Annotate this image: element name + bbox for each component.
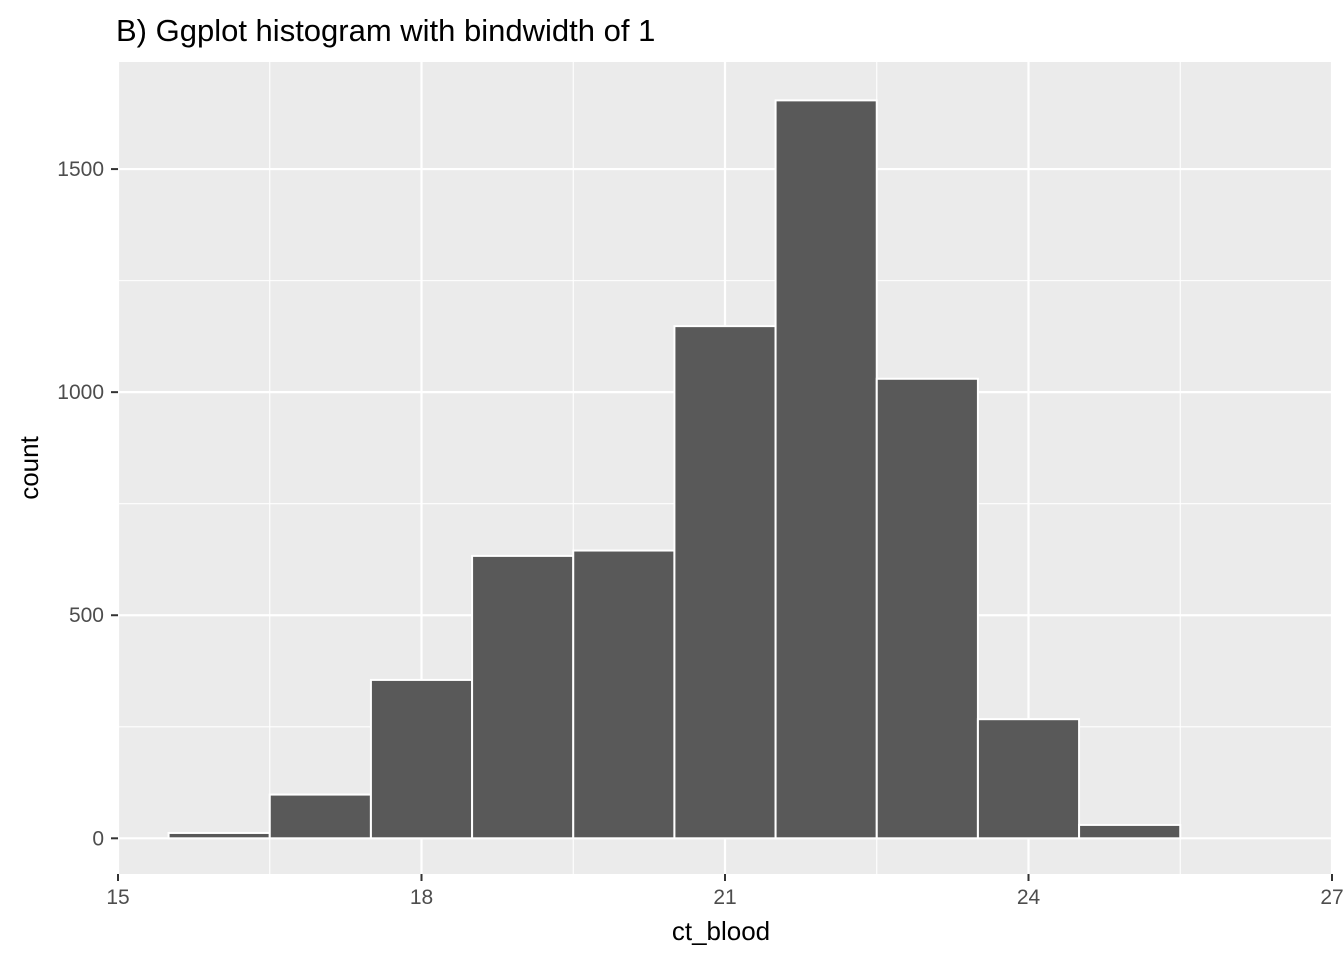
histogram-bar [1078,823,1182,840]
histogram-bar [369,678,474,840]
histogram-bar [673,325,777,840]
histogram-bar [572,549,676,840]
y-tick-label: 0 [92,827,104,850]
x-tick-label: 24 [1017,886,1041,909]
histogram-bar [471,554,575,840]
histogram-bar [167,831,271,840]
y-axis-title: count [14,435,44,499]
x-tick-label: 21 [713,886,736,909]
x-axis-title: ct_blood [672,916,770,946]
x-tick-label: 18 [410,886,433,909]
y-tick-label: 500 [69,604,104,627]
histogram-bar [875,377,979,840]
histogram-bar [774,99,878,840]
histogram-bar [976,718,1081,840]
x-tick-label: 27 [1320,886,1343,909]
y-tick-label: 1000 [57,381,104,404]
y-axis-ticks: 0 500 1000 1500 [57,158,118,850]
histogram-bars [167,99,1182,840]
x-tick-label: 15 [106,886,129,909]
histogram-bar [268,793,372,840]
y-tick-label: 1500 [57,158,104,181]
x-axis-ticks: 15 18 21 24 27 [106,874,1344,909]
chart-title: B) Ggplot histogram with bindwidth of 1 [116,13,655,48]
